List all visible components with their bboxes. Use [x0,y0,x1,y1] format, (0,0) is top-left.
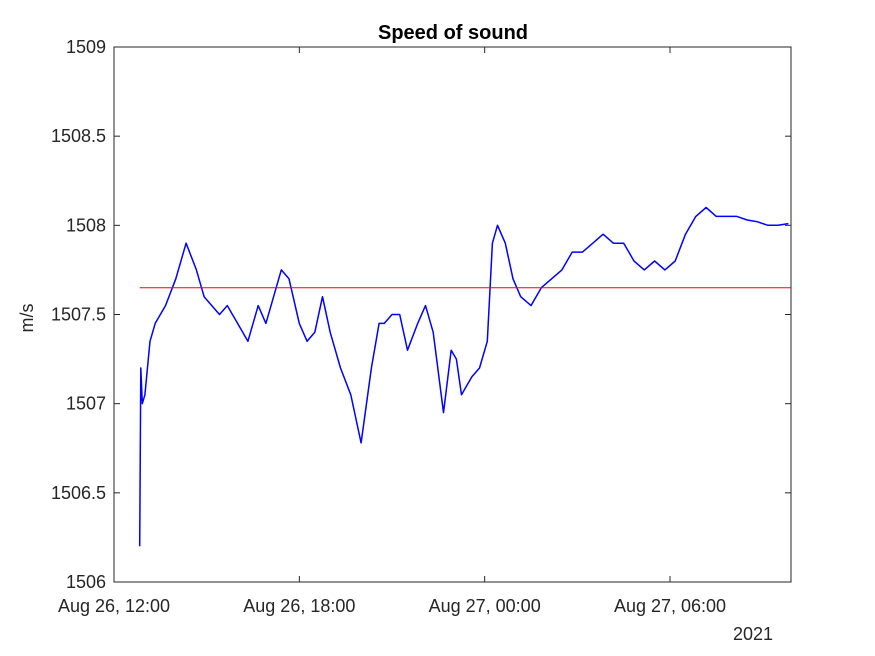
x-tick-label: Aug 27, 06:00 [614,596,726,616]
x-tick-label: Aug 27, 00:00 [429,596,541,616]
y-tick-label: 1507 [66,394,106,414]
x-tick-label: Aug 26, 12:00 [58,596,170,616]
plot-area [113,46,792,583]
y-tick-label: 1509 [66,37,106,57]
x-axis: Aug 26, 12:00 Aug 26, 18:00 Aug 27, 00:00 A… [58,47,726,616]
chart-title: Speed of sound [378,22,528,44]
y-axis-label: m/s [17,304,37,333]
y-tick-label: 1506 [66,572,106,592]
y-tick-label: 1507.5 [51,305,106,325]
y-tick-label: 1508.5 [51,126,106,146]
y-axis: 1506 1506.5 1507 1507.5 1508 1508.5 1509 [51,37,791,592]
x-tick-label: Aug 26, 18:00 [243,596,355,616]
speed-of-sound-series-line [138,206,789,547]
series-layer [138,206,791,547]
y-tick-label: 1506.5 [51,483,106,503]
y-tick-label: 1508 [66,215,106,235]
x-axis-year-label: 2021 [733,624,773,644]
